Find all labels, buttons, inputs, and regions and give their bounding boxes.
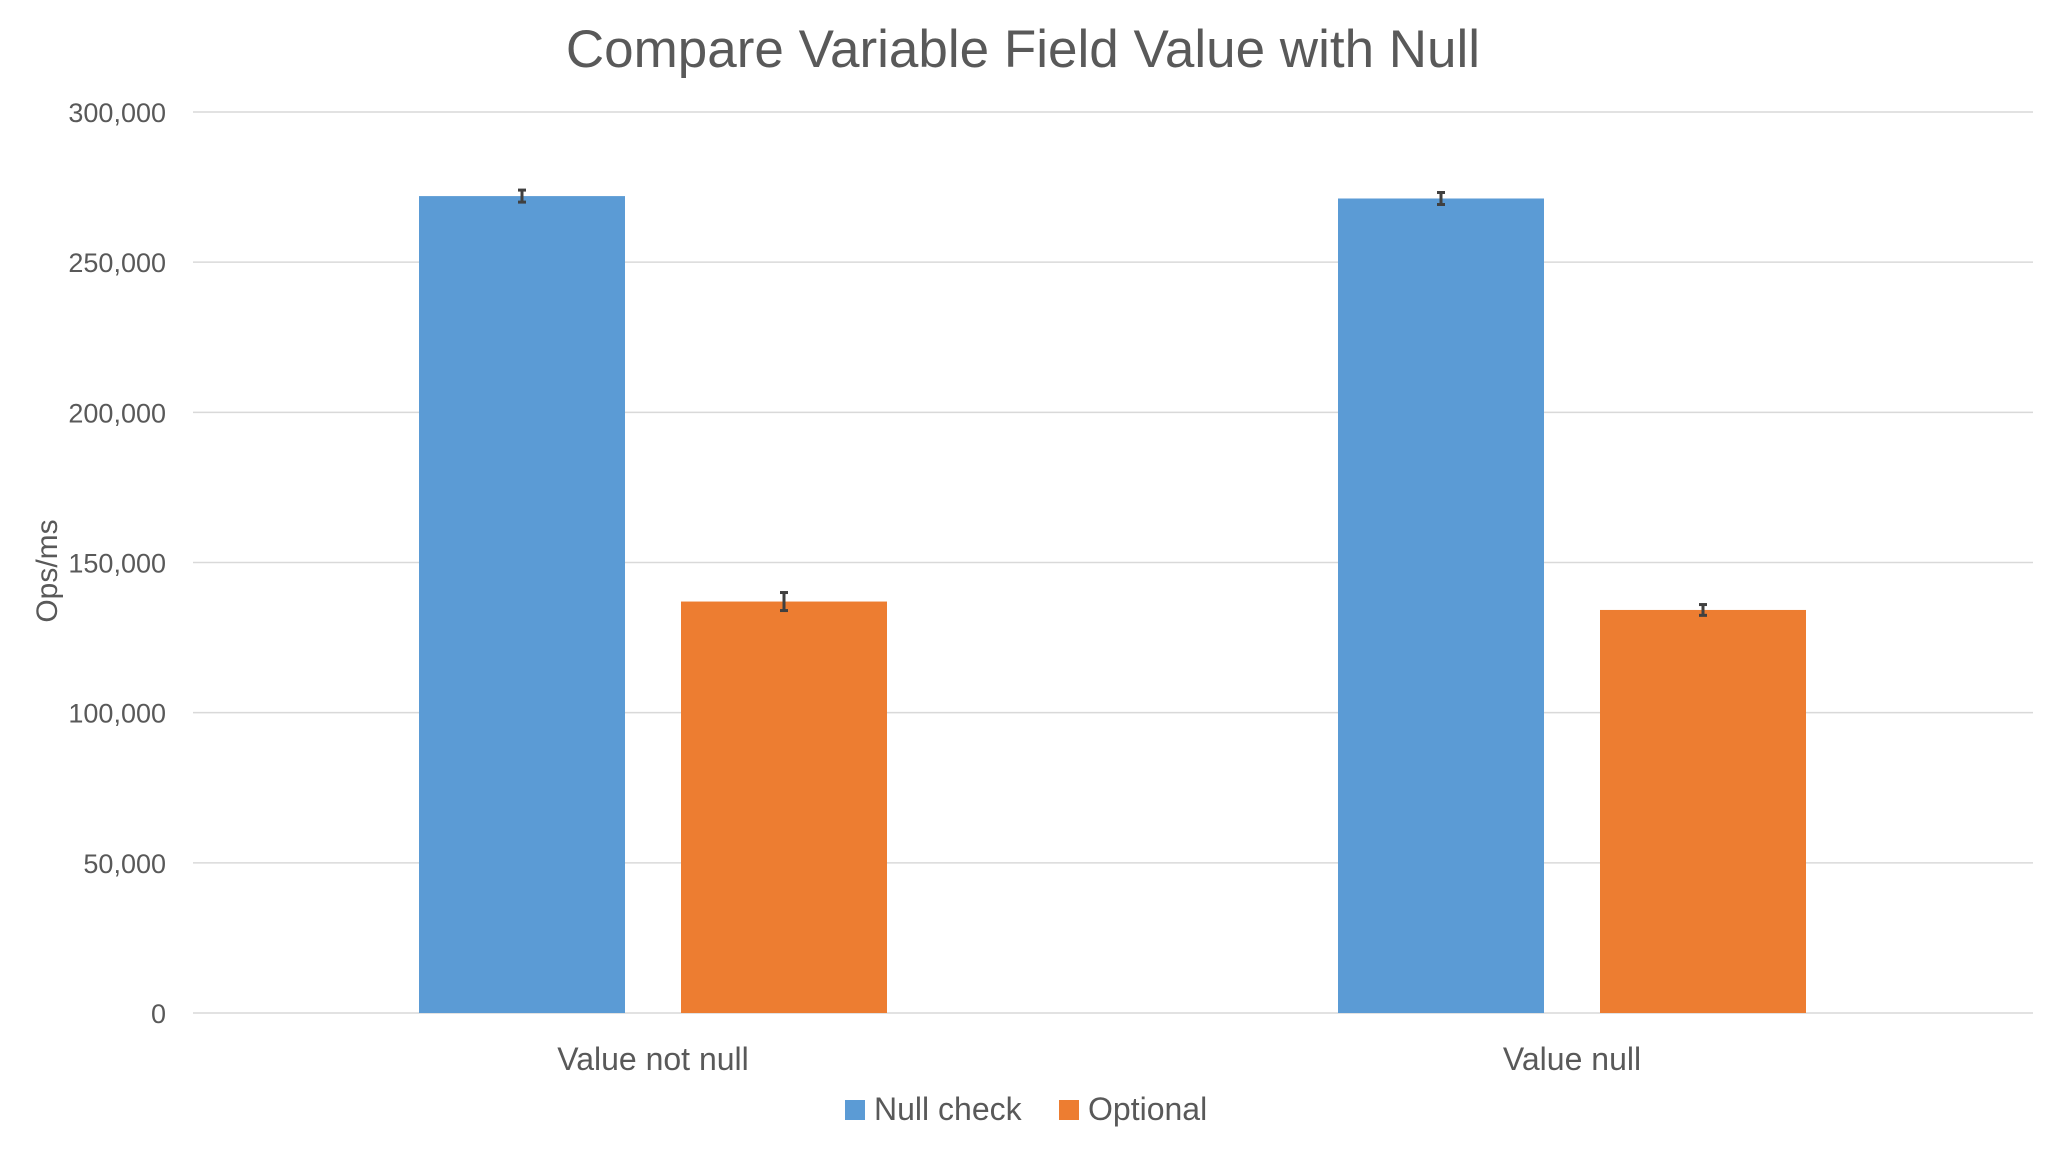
legend-label: Optional: [1088, 1091, 1207, 1127]
legend: Null check Optional: [845, 1091, 1207, 1127]
legend-swatch: [1059, 1100, 1079, 1120]
error-bars: [518, 188, 1707, 617]
y-axis-label: Ops/ms: [31, 519, 64, 622]
y-tick-label: 300,000: [68, 98, 166, 128]
x-tick-label: Value not null: [557, 1041, 749, 1077]
bar: [419, 196, 625, 1014]
chart-title: Compare Variable Field Value with Null: [566, 20, 1480, 79]
y-tick-label: 100,000: [68, 699, 166, 729]
legend-swatch: [845, 1100, 865, 1120]
bar: [681, 601, 887, 1013]
bar: [1600, 609, 1806, 1013]
y-tick-label: 0: [151, 999, 166, 1029]
legend-label: Null check: [874, 1091, 1023, 1127]
bar: [1338, 198, 1544, 1014]
y-axis-ticks: 0 50,000 100,000 150,000 200,000 250,000 300,0…: [68, 98, 166, 1029]
y-tick-label: 250,000: [68, 248, 166, 278]
bars: [419, 196, 1806, 1014]
y-tick-label: 150,000: [68, 549, 166, 579]
y-tick-label: 50,000: [83, 849, 166, 879]
x-axis-ticks: Value not null Value null: [557, 1041, 1641, 1077]
x-tick-label: Value null: [1503, 1041, 1641, 1077]
y-tick-label: 200,000: [68, 398, 166, 428]
